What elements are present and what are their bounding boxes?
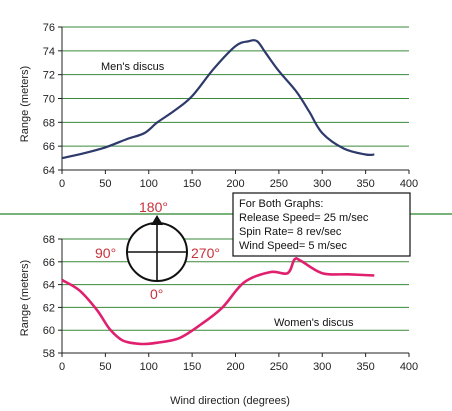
x-tick-label: 250 (270, 361, 288, 373)
womens-discus-chart: 0 50 100 150 200 250 300 350 400 58 60 62 64 66 68 Ra… (19, 234, 418, 407)
mens-y-axis-label: Range (meters) (19, 66, 31, 142)
x-tick-label: 250 (270, 178, 288, 190)
x-tick-label: 200 (226, 178, 244, 190)
mens-gridlines (62, 26, 409, 147)
compass-label-right: 270° (191, 245, 220, 261)
parameters-heading: For Both Graphs: (239, 198, 323, 210)
womens-range-line (61, 257, 375, 346)
x-tick-label: 150 (183, 178, 201, 190)
womens-axes (58, 238, 410, 357)
y-tick-label: 60 (43, 325, 55, 337)
compass-label-left: 90° (95, 245, 116, 261)
x-tick-label: 300 (313, 178, 331, 190)
x-tick-label: 350 (356, 178, 374, 190)
x-tick-label: 100 (140, 178, 158, 190)
womens-x-axis-label: Wind direction (degrees) (170, 395, 290, 407)
womens-x-tick-labels: 0 50 100 150 200 250 300 350 400 (59, 361, 418, 373)
x-tick-label: 0 (59, 361, 65, 373)
compass-label-top: 180° (139, 199, 168, 215)
x-tick-label: 50 (99, 361, 111, 373)
y-tick-label: 58 (43, 348, 55, 360)
y-tick-label: 66 (43, 141, 55, 153)
parameters-spin-rate: Spin Rate= 8 rev/sec (239, 226, 342, 238)
y-tick-label: 64 (43, 165, 55, 177)
parameters-box-frame (232, 192, 411, 257)
mens-x-tick-labels: 0 50 100 150 200 250 300 350 400 (59, 178, 418, 190)
wind-direction-compass: 180° 90° 270° 0° (95, 199, 220, 302)
y-tick-label: 76 (43, 22, 55, 34)
y-tick-label: 62 (43, 302, 55, 314)
x-tick-label: 400 (400, 178, 418, 190)
parameters-release-speed: Release Speed= 25 m/sec (239, 212, 369, 224)
y-tick-label: 68 (43, 234, 55, 246)
mens-axes (58, 26, 410, 174)
x-tick-label: 350 (356, 361, 374, 373)
y-tick-label: 64 (43, 280, 55, 292)
y-tick-label: 68 (43, 117, 55, 129)
compass-arrow-icon (151, 215, 163, 225)
parameters-wind-speed: Wind Speed= 5 m/sec (239, 240, 347, 252)
mens-range-line (61, 39, 375, 160)
x-tick-label: 150 (183, 361, 201, 373)
womens-y-axis-label: Range (meters) (19, 260, 31, 336)
x-tick-label: 300 (313, 361, 331, 373)
womens-y-tick-labels: 58 60 62 64 66 68 (43, 234, 55, 360)
parameters-box: For Both Graphs: Release Speed= 25 m/sec… (232, 192, 411, 257)
compass-label-bottom: 0° (150, 286, 163, 302)
y-tick-label: 74 (43, 46, 55, 58)
y-tick-label: 66 (43, 257, 55, 269)
y-tick-label: 72 (43, 70, 55, 82)
x-tick-label: 100 (140, 361, 158, 373)
y-tick-label: 70 (43, 94, 55, 106)
mens-discus-chart: 0 50 100 150 200 250 300 350 400 64666870727476 … (19, 22, 418, 190)
x-tick-label: 200 (226, 361, 244, 373)
x-tick-label: 50 (99, 178, 111, 190)
mens-discus-annotation: Men's discus (101, 61, 165, 73)
x-tick-label: 0 (59, 178, 65, 190)
womens-discus-annotation: Women's discus (274, 317, 354, 329)
mens-y-tick-labels: 64 66 68 70 72 74 76 (43, 22, 55, 177)
x-tick-label: 400 (400, 361, 418, 373)
